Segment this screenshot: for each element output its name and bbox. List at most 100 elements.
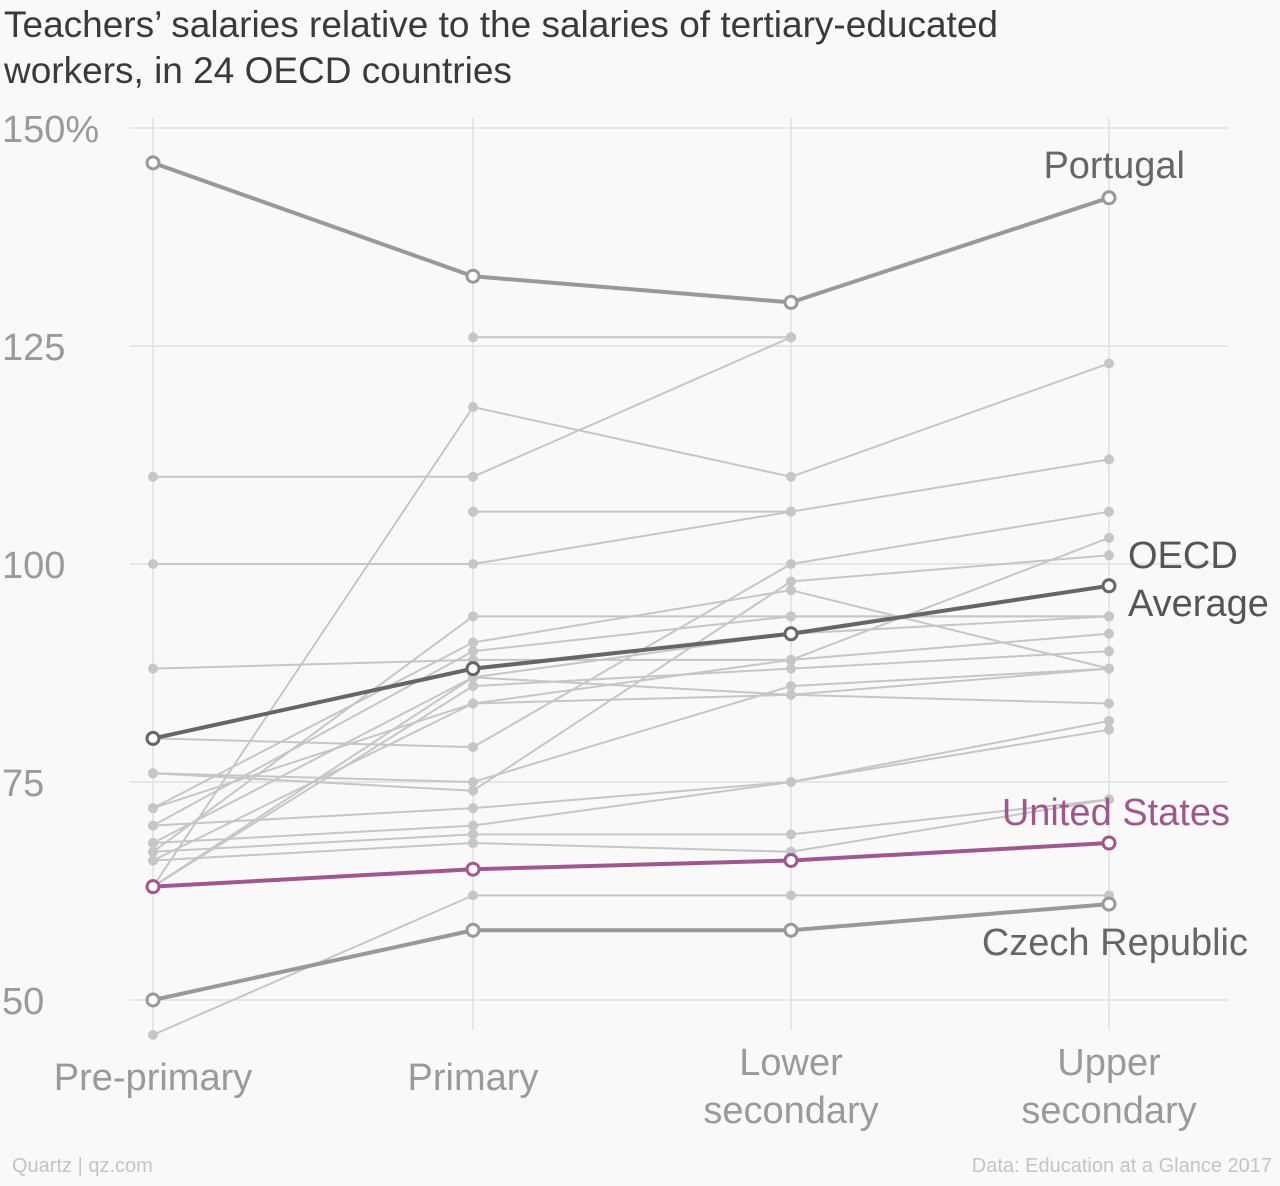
country-series-point <box>786 332 796 343</box>
country-series-point <box>1104 646 1114 657</box>
country-series-point <box>786 559 796 569</box>
portugal-series-point <box>465 268 481 284</box>
country-series-point <box>468 646 478 657</box>
country-series-point <box>148 803 158 814</box>
country-series-point <box>786 576 796 587</box>
country-series-line <box>152 536 1110 670</box>
y-tick-label: 50 <box>2 981 44 1023</box>
oecd-average-series-line <box>152 583 1110 741</box>
country-series-point <box>148 838 158 849</box>
x-axis-ticks: Pre-primary Primary Lower secondary Upper sec… <box>54 1042 1197 1132</box>
country-series-point <box>468 890 478 901</box>
united-states-label: United States <box>1002 792 1230 834</box>
y-tick-label: 125 <box>2 327 65 369</box>
highlighted-series <box>145 155 1117 1008</box>
oecd-average-series-point <box>1101 578 1117 594</box>
y-tick-label: 150% <box>2 109 99 151</box>
country-series-point <box>148 1029 158 1040</box>
oecd-average-label: OECD Average <box>1128 535 1269 625</box>
country-series-point <box>148 559 158 569</box>
country-series-line <box>152 798 1110 853</box>
country-series-point <box>1104 698 1114 709</box>
czech-republic-series-point <box>465 922 481 938</box>
country-series-point <box>786 681 796 692</box>
country-series-point <box>468 829 478 840</box>
country-series-point <box>786 654 796 665</box>
country-series-point <box>786 663 796 674</box>
country-series-point <box>468 637 478 648</box>
country-series-point <box>468 506 478 517</box>
portugal-label: Portugal <box>1043 145 1185 187</box>
country-series-line <box>153 458 1110 565</box>
portugal-series-point <box>145 155 161 171</box>
country-series-point <box>1104 550 1114 561</box>
czech-republic-series-point <box>145 992 161 1008</box>
country-series-point <box>1104 611 1114 622</box>
x-tick-label: Pre-primary <box>54 1057 252 1099</box>
country-series-point <box>148 768 158 779</box>
country-series-line <box>152 362 1110 888</box>
portugal-series-point <box>783 294 799 310</box>
country-series-line <box>152 667 1110 783</box>
country-series-point <box>468 820 478 831</box>
country-series-point <box>468 559 478 569</box>
united-states-series-point <box>783 852 799 868</box>
country-series-point <box>148 471 158 482</box>
footer-source: Data: Education at a Glance 2017 <box>971 1155 1272 1177</box>
country-series-point <box>786 829 796 840</box>
country-series-point <box>468 681 478 692</box>
country-series-point <box>1104 724 1114 735</box>
country-series-point <box>468 742 478 753</box>
country-series-point <box>1104 715 1114 726</box>
country-series-line <box>152 667 1110 888</box>
background-series <box>148 332 1114 1040</box>
country-series-point <box>468 838 478 849</box>
country-series-line <box>152 650 1110 888</box>
country-series-point <box>786 689 796 700</box>
country-series-line <box>152 510 1110 749</box>
chart-title: Teachers’ salaries relative to the salar… <box>4 4 998 91</box>
country-series-point <box>786 471 796 482</box>
czech-republic-series-point <box>1101 896 1117 912</box>
oecd-average-series-point <box>145 730 161 746</box>
country-series-point <box>148 846 158 857</box>
country-series-point <box>468 777 478 787</box>
country-series-point <box>1104 454 1114 465</box>
y-axis-ticks: 50 75 100 125 150% <box>2 109 99 1023</box>
footer-credit: Quartz | qz.com <box>12 1155 153 1177</box>
united-states-series-point <box>1101 835 1117 851</box>
x-tick-label: Primary <box>408 1057 539 1099</box>
czech-republic-series-point <box>783 922 799 938</box>
oecd-average-series-point <box>783 626 799 642</box>
country-series-line <box>152 615 1109 853</box>
country-series-point <box>786 506 796 517</box>
czech-republic-series-line <box>152 902 1110 1002</box>
country-series-line <box>152 615 1110 844</box>
y-tick-label: 100 <box>2 545 65 587</box>
country-series-point <box>468 332 478 343</box>
country-series-point <box>148 663 158 674</box>
united-states-series-point <box>145 879 161 895</box>
country-series-line <box>152 798 1110 862</box>
czech-republic-label: Czech Republic <box>982 922 1248 964</box>
x-tick-label: Upper secondary <box>1021 1042 1196 1132</box>
gridlines <box>130 118 1228 1030</box>
country-series-point <box>1104 794 1114 805</box>
country-series-point <box>786 890 796 901</box>
series-labels: Portugal OECD Average United States Czech Re… <box>982 145 1269 964</box>
country-series-line <box>152 719 1110 827</box>
country-series-point <box>1104 532 1114 543</box>
x-tick-label: Lower secondary <box>703 1042 878 1132</box>
country-series-point <box>1104 358 1114 369</box>
country-series-point <box>786 777 796 787</box>
portugal-series-line <box>152 160 1110 305</box>
country-series-line <box>152 693 1110 810</box>
country-series-point <box>468 471 478 482</box>
country-series-point <box>1104 663 1114 674</box>
united-states-series-line <box>152 841 1110 889</box>
country-series-point <box>786 585 796 596</box>
country-series-point <box>468 803 478 814</box>
oecd-average-series-point <box>465 661 481 677</box>
country-series-point <box>468 785 478 796</box>
